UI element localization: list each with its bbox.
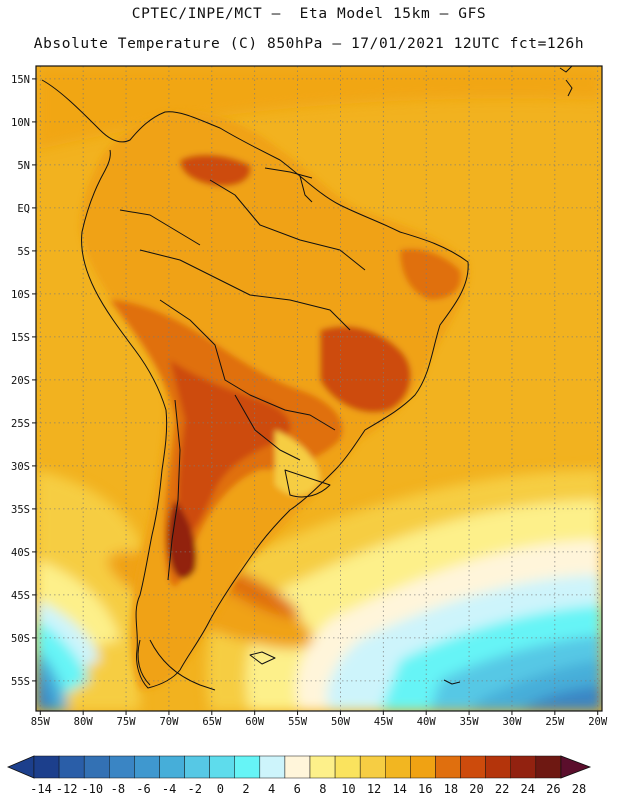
x-tick-label: 50W <box>331 716 351 728</box>
y-tick-label: 15N <box>11 74 30 86</box>
colorbar-swatch <box>184 755 210 779</box>
map-panel <box>36 66 602 711</box>
y-tick-label: EQ <box>17 203 30 215</box>
colorbar-label: 2 <box>242 782 249 796</box>
chart-title: CPTEC/INPE/MCT — Eta Model 15km — GFS <box>131 6 487 22</box>
colorbar-swatch <box>385 755 411 779</box>
colorbar-arrow-high <box>560 755 592 779</box>
y-tick-label: 20S <box>11 375 30 387</box>
colorbar-swatch <box>159 755 185 779</box>
x-tick-label: 60W <box>245 716 265 728</box>
x-tick-label: 25W <box>545 716 565 728</box>
longitude-tick-labels: 85W 80W 75W 70W 65W 60W 55W 50W 45W 40W 35W 30W 25W 2… <box>31 711 608 728</box>
colorbar-label: -10 <box>81 782 103 796</box>
colorbar-swatch <box>284 755 311 779</box>
colorbar-label: 14 <box>392 782 406 796</box>
colorbar-label: 4 <box>268 782 275 796</box>
y-tick-label: 10N <box>11 117 30 129</box>
colorbar-label: 24 <box>521 782 535 796</box>
y-tick-label: 10S <box>11 289 30 301</box>
colorbar-label: -4 <box>162 782 176 796</box>
y-tick-label: 35S <box>11 504 30 516</box>
colorbar-swatch <box>359 755 386 779</box>
colorbar-label: 12 <box>367 782 381 796</box>
colorbar-swatch <box>134 755 160 779</box>
colorbar-label: -12 <box>56 782 78 796</box>
colorbar-swatch <box>209 755 235 779</box>
colorbar-label: 26 <box>546 782 560 796</box>
x-tick-label: 30W <box>502 716 522 728</box>
x-tick-label: 65W <box>202 716 222 728</box>
colorbar-label: 20 <box>469 782 483 796</box>
colorbar-swatch <box>234 755 261 779</box>
colorbar-swatch <box>535 755 562 779</box>
colorbar-swatch <box>33 755 60 779</box>
x-tick-label: 40W <box>417 716 437 728</box>
x-tick-label: 85W <box>31 716 51 728</box>
colorbar-swatch <box>309 755 336 779</box>
land-temperature <box>80 111 470 691</box>
colorbar-label: -8 <box>111 782 125 796</box>
y-tick-label: 55S <box>11 676 30 688</box>
temperature-field <box>36 66 602 711</box>
colorbar-swatch <box>334 755 361 779</box>
colorbar-label: 22 <box>495 782 509 796</box>
y-tick-label: 30S <box>11 461 30 473</box>
colorbar-swatch <box>435 755 461 779</box>
colorbar-swatch <box>485 755 511 779</box>
colorbar-label: 0 <box>217 782 224 796</box>
colorbar-swatch <box>259 755 286 779</box>
colorbar-label: -14 <box>30 782 52 796</box>
colorbar-swatch <box>83 755 110 779</box>
colorbar-label: 8 <box>319 782 326 796</box>
map-frame <box>35 65 603 712</box>
x-tick-label: 75W <box>117 716 137 728</box>
y-tick-label: 5N <box>17 160 30 172</box>
x-tick-label: 35W <box>460 716 480 728</box>
colorbar-label: 28 <box>572 782 586 796</box>
colorbar-label: -2 <box>187 782 201 796</box>
colorbar-legend: -14 -12 -10 -8 -6 -4 -2 0 2 4 6 8 10 12 14 16 18 20 22 24 26… <box>6 755 592 796</box>
colorbar-swatch <box>510 755 537 779</box>
y-tick-label: 25S <box>11 418 30 430</box>
colorbar-label: 10 <box>341 782 355 796</box>
x-tick-label: 20W <box>588 716 608 728</box>
colorbar-swatch <box>460 755 486 779</box>
x-tick-label: 45W <box>374 716 394 728</box>
chart-subtitle: Absolute Temperature (C) 850hPa — 17/01/… <box>33 36 585 52</box>
y-tick-label: 50S <box>11 633 30 645</box>
colorbar-swatch <box>410 755 436 779</box>
x-tick-label: 80W <box>74 716 94 728</box>
colorbar-swatch <box>109 755 135 779</box>
colorbar-label: 6 <box>294 782 301 796</box>
colorbar-label: 16 <box>418 782 432 796</box>
x-tick-label: 70W <box>159 716 179 728</box>
x-tick-label: 55W <box>288 716 308 728</box>
y-tick-label: 15S <box>11 332 30 344</box>
y-tick-label: 40S <box>11 547 30 559</box>
y-tick-label: 45S <box>11 590 30 602</box>
coastlines-and-borders <box>41 66 573 691</box>
colorbar-arrow-low <box>6 755 35 779</box>
colorbar-label: -6 <box>136 782 150 796</box>
colorbar-label: 18 <box>444 782 458 796</box>
colorbar-swatch <box>58 755 85 779</box>
y-tick-label: 5S <box>17 246 30 258</box>
latitude-tick-labels: 15N 10N 5N EQ 5S 10S 15S 20S 25S 30S 35S 40S 45S 50S 5… <box>11 74 36 688</box>
